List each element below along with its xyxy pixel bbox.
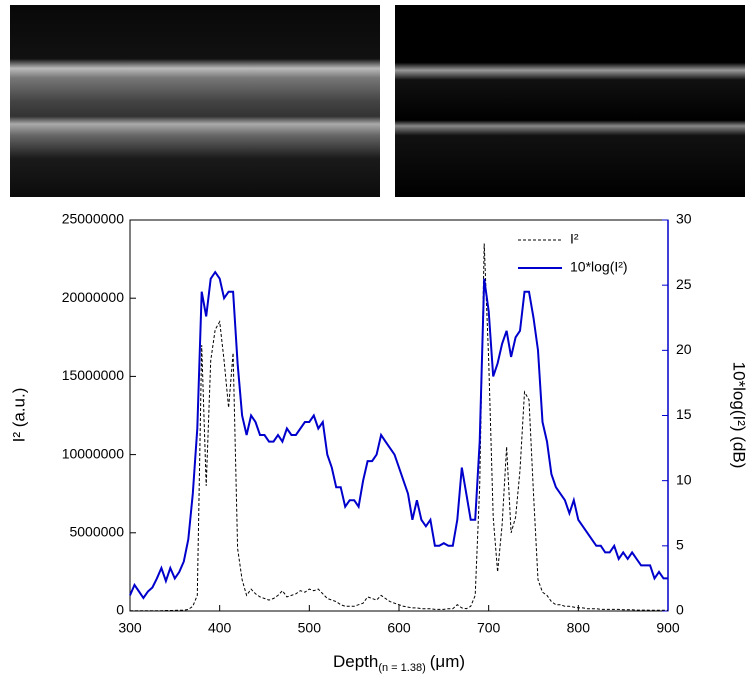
- y2-tick-label: 25: [676, 276, 692, 292]
- x-label-main: Depth: [333, 652, 378, 671]
- oct-image: [395, 5, 745, 197]
- y-tick-label: 10000000: [62, 445, 125, 461]
- x-label-sub: (n = 1.38): [378, 662, 425, 674]
- legend-label: I²: [570, 231, 579, 247]
- series-line: [129, 270, 668, 600]
- x-tick-label: 300: [118, 620, 142, 636]
- y2-tick-label: 5: [676, 537, 684, 553]
- y2-axis-title: 10*log(I²) (dB): [730, 362, 749, 469]
- y2-tick-label: 10: [676, 471, 692, 487]
- oct-image: [10, 5, 380, 197]
- y-axis-title: I² (a.u.): [9, 388, 28, 443]
- y-tick-label: 0: [116, 602, 124, 618]
- y2-tick-label: 20: [676, 341, 692, 357]
- y-tick-label: 20000000: [62, 289, 125, 305]
- legend-label: 10*log(I²): [570, 259, 628, 275]
- y-tick-label: 15000000: [62, 367, 125, 383]
- y-tick-label: 5000000: [69, 524, 124, 540]
- y2-tick-label: 30: [676, 211, 692, 227]
- x-tick-label: 600: [387, 620, 411, 636]
- series-line: [130, 243, 669, 612]
- x-tick-label: 700: [477, 620, 501, 636]
- y2-tick-label: 0: [676, 602, 684, 618]
- y2-tick-label: 15: [676, 406, 692, 422]
- x-axis-title: Depth(n = 1.38) (μm): [333, 652, 465, 673]
- y-tick-label: 25000000: [62, 211, 125, 227]
- x-tick-label: 800: [567, 620, 591, 636]
- x-tick-label: 900: [656, 620, 680, 636]
- x-label-unit: (μm): [430, 652, 465, 671]
- x-tick-label: 500: [298, 620, 322, 636]
- x-tick-label: 400: [208, 620, 232, 636]
